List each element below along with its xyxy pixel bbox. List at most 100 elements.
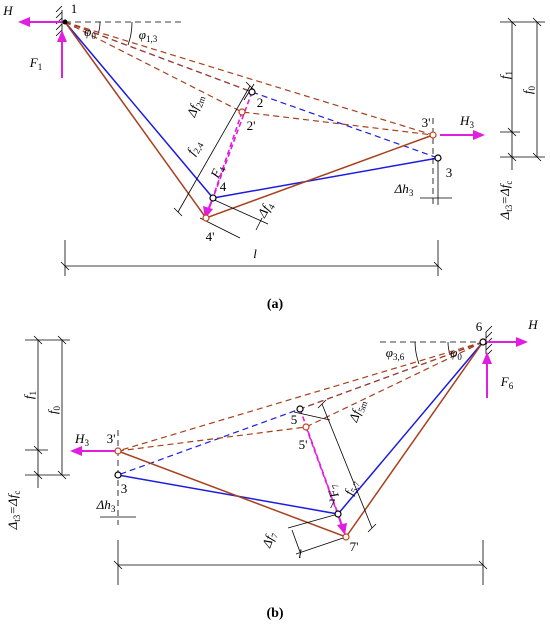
node-1: [62, 19, 68, 25]
label: Δt3=Δfc: [497, 181, 514, 221]
panel-b-geometry: [25, 325, 528, 585]
label-text: F: [500, 374, 510, 389]
label-text: Δ: [497, 211, 512, 220]
label: f2,4: [183, 137, 205, 159]
label: 5': [299, 437, 308, 452]
label: f5,7: [341, 477, 362, 497]
label-subscript: 0: [52, 405, 62, 410]
label-text: 2: [257, 95, 264, 110]
label-text: 3': [422, 115, 431, 130]
label-subscript: 7: [269, 531, 280, 539]
label: 5: [291, 412, 298, 427]
label-text: 2': [247, 118, 256, 133]
label: Δf7: [258, 529, 280, 551]
label-subscript: 1: [38, 62, 43, 72]
label: 2': [247, 118, 256, 133]
label-subscript: 3,6: [393, 352, 405, 362]
label: f0: [520, 85, 537, 94]
label-subscript: 3: [469, 120, 474, 130]
label: Δf5m: [345, 397, 369, 425]
label-subscript: t3: [12, 514, 22, 522]
label-text: 7': [350, 539, 359, 554]
label-text: Δh: [96, 497, 111, 512]
label: F6: [500, 374, 514, 391]
label-text: 6: [476, 319, 483, 334]
label-text: 7: [329, 496, 336, 511]
label-subscript: 0: [457, 352, 462, 362]
label-text: Δ: [5, 521, 20, 530]
label-subscript: 1,3: [146, 34, 158, 44]
caption: (a): [267, 297, 284, 312]
label-text: 4: [220, 179, 227, 194]
label: 4': [206, 229, 215, 244]
label-text: H: [527, 317, 538, 332]
label-text: Δf: [254, 201, 274, 221]
label: 1: [71, 1, 78, 16]
label-text: l: [298, 546, 302, 561]
label-text: φ: [450, 345, 457, 360]
label-text: φ: [84, 24, 91, 39]
label-text: H: [459, 113, 470, 128]
label: 7': [350, 539, 359, 554]
label-text: H: [74, 431, 85, 446]
label: Δf4: [254, 198, 277, 221]
label-text: Δh: [394, 181, 409, 196]
label-text: l: [253, 246, 257, 261]
label-text: f: [341, 486, 357, 497]
label-subscript: 4: [266, 202, 277, 211]
label-text: φ: [386, 345, 393, 360]
label-subscript: 7: [330, 482, 341, 490]
label-text: f: [45, 408, 60, 414]
label-text: 1: [71, 1, 78, 16]
label: H3: [74, 431, 89, 448]
label: f1: [21, 391, 38, 399]
label-subscript: 0: [527, 85, 537, 90]
label: f0: [45, 405, 62, 414]
label: F1: [29, 55, 42, 72]
label: Δt3=Δfc: [5, 491, 22, 531]
label-subscript: 5m: [356, 400, 369, 414]
label: l: [253, 246, 257, 261]
label-text: φ: [139, 27, 146, 42]
label: φ0: [450, 345, 462, 362]
label-text: f: [21, 393, 36, 399]
label-text: 3': [107, 431, 116, 446]
label: Δf2m: [183, 92, 207, 120]
label: l: [298, 546, 302, 561]
label: H3: [459, 113, 474, 130]
label-text: 5: [291, 412, 298, 427]
label-subscript: 4: [217, 165, 228, 174]
label-text: f: [497, 73, 512, 79]
label-subscript: 2m: [194, 95, 207, 109]
label-subscript: 3: [409, 188, 414, 198]
label-subscript: 3: [84, 438, 89, 448]
caption: (b): [266, 606, 283, 621]
label: 3: [446, 165, 453, 180]
label-subscript: c: [504, 181, 514, 185]
label: 4: [220, 179, 227, 194]
label: 3': [422, 115, 431, 130]
label-text: 4': [206, 229, 215, 244]
label-subscript: c: [12, 491, 22, 495]
label-text: 5': [299, 437, 308, 452]
label: f1: [497, 71, 514, 79]
label: Δh3: [394, 181, 414, 198]
label-text: H: [2, 3, 13, 18]
label: Δh3: [96, 497, 116, 514]
label-subscript: 3: [111, 504, 116, 514]
label: 6: [476, 319, 483, 334]
label: φ1,3: [139, 27, 158, 44]
label-text: 3: [446, 165, 453, 180]
label-text: F: [29, 55, 39, 70]
label-subscript: 1: [28, 391, 38, 396]
label-subscript: 1: [504, 71, 514, 76]
label: 7: [329, 496, 336, 511]
label-subscript: t3: [504, 204, 514, 212]
label-text: =Δf: [5, 492, 20, 514]
label-text: =Δf: [497, 182, 512, 204]
label: 2: [257, 95, 264, 110]
label: φ0: [84, 24, 96, 41]
label-text: f: [520, 88, 535, 94]
label-subscript: 0: [91, 31, 96, 41]
